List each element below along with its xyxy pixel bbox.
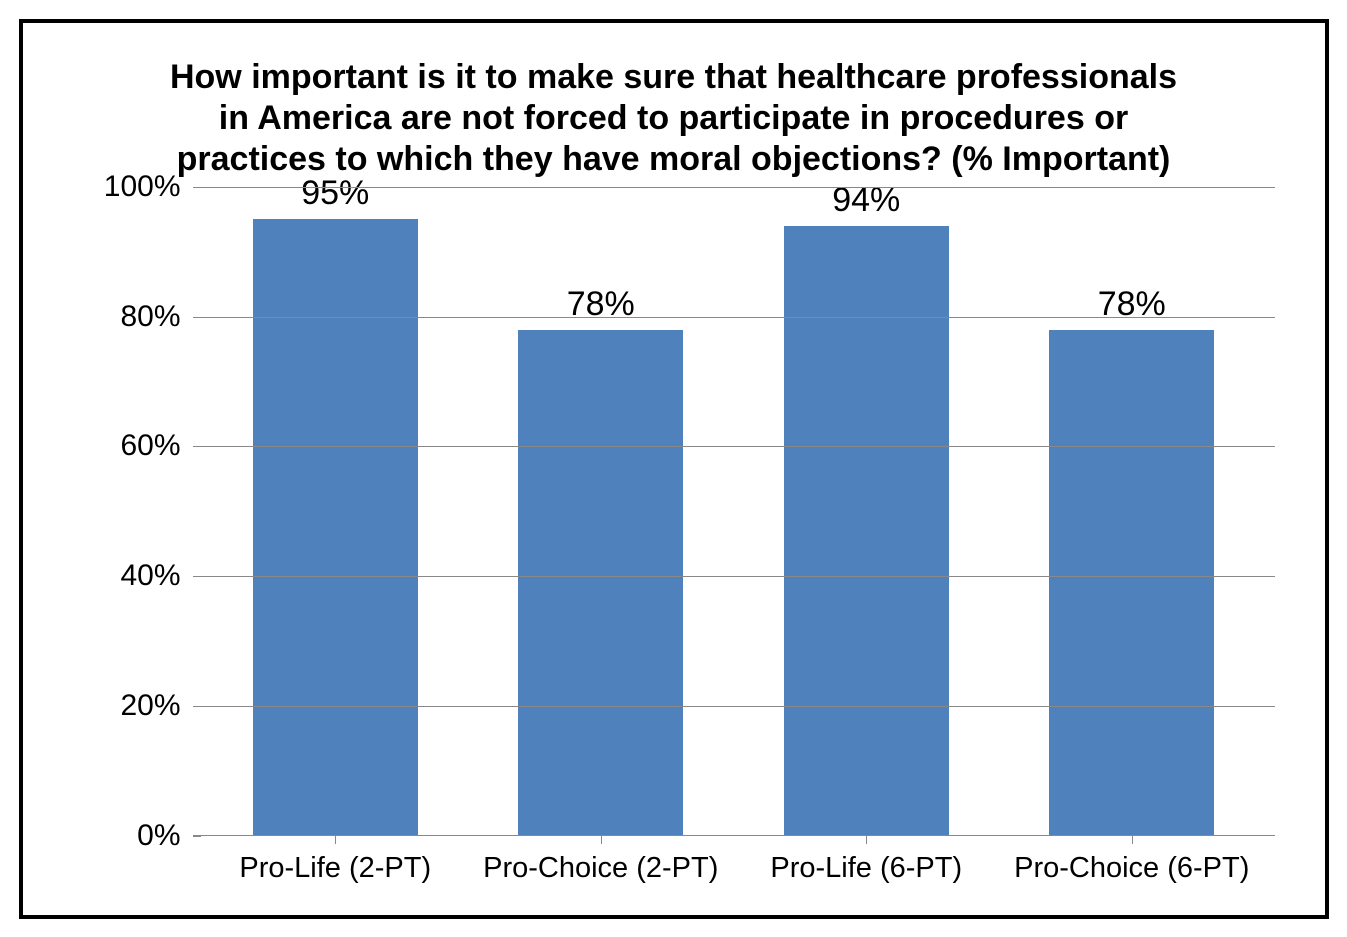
x-tick-mark: [999, 836, 1265, 844]
x-tick-label: Pro-Life (6-PT): [734, 842, 1000, 885]
gridline: [193, 317, 1275, 318]
y-tick-label: 100%: [104, 170, 181, 204]
chart-title: How important is it to make sure that he…: [73, 57, 1275, 181]
y-axis: 0%20%40%60%80%100%: [73, 187, 193, 836]
y-tick-label: 0%: [137, 819, 180, 853]
bar-value-label: 78%: [1098, 285, 1166, 324]
bar-slot: 78%: [468, 187, 734, 836]
bar: [1049, 330, 1214, 836]
gridline: [193, 187, 1275, 188]
bar-value-label: 95%: [301, 174, 369, 213]
plot-wrapper: 95% 78% 94% 78%: [193, 187, 1275, 836]
gridline: [193, 576, 1275, 577]
bar: [253, 219, 418, 835]
y-tick-label: 20%: [120, 689, 180, 723]
y-tick-label: 40%: [120, 559, 180, 593]
bar-slot: 78%: [999, 187, 1265, 836]
bars-row: 95% 78% 94% 78%: [193, 187, 1275, 836]
bar-value-label: 78%: [567, 285, 635, 324]
y-tick-label: 60%: [120, 429, 180, 463]
gridline: [193, 706, 1275, 707]
x-tick-mark: [734, 836, 1000, 844]
y-tick-label: 80%: [120, 300, 180, 334]
x-tick-mark: [468, 836, 734, 844]
gridline: [193, 446, 1275, 447]
bar: [518, 330, 683, 836]
x-tick-marks: [193, 836, 1275, 844]
bar-slot: 95%: [203, 187, 469, 836]
x-tick-label: Pro-Choice (6-PT): [999, 842, 1265, 885]
x-tick-label: Pro-Choice (2-PT): [468, 842, 734, 885]
x-tick-label: Pro-Life (2-PT): [203, 842, 469, 885]
bar-slot: 94%: [734, 187, 1000, 836]
x-tick-mark: [203, 836, 469, 844]
plot: 95% 78% 94% 78%: [193, 187, 1275, 836]
chart-area: 0%20%40%60%80%100% 95%78%94%78%: [73, 187, 1275, 836]
chart-frame: How important is it to make sure that he…: [19, 19, 1329, 919]
x-labels-row: Pro-Life (2-PT)Pro-Choice (2-PT)Pro-Life…: [193, 842, 1275, 885]
